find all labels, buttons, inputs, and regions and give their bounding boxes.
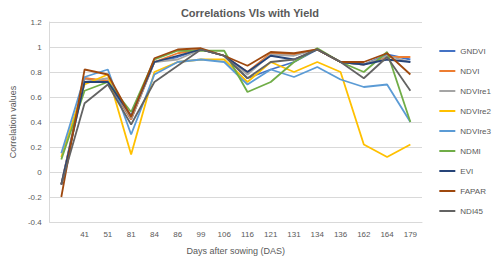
svg-text:0.4: 0.4 <box>31 118 43 127</box>
svg-text:84: 84 <box>150 230 159 239</box>
svg-text:Correlation values: Correlation values <box>8 85 18 158</box>
svg-text:NDVIre3: NDVIre3 <box>460 127 491 136</box>
svg-text:51: 51 <box>103 230 112 239</box>
svg-text:99: 99 <box>196 230 205 239</box>
svg-text:FAPAR: FAPAR <box>460 187 486 196</box>
svg-text:106: 106 <box>218 230 232 239</box>
svg-text:164: 164 <box>380 230 394 239</box>
svg-text:GNDVI: GNDVI <box>460 47 485 56</box>
svg-text:0: 0 <box>37 168 42 177</box>
svg-text:0.2: 0.2 <box>31 143 43 152</box>
svg-text:NDVI: NDVI <box>460 67 479 76</box>
svg-text:134: 134 <box>311 230 325 239</box>
svg-text:121: 121 <box>264 230 278 239</box>
svg-text:NDVIre1: NDVIre1 <box>460 87 491 96</box>
svg-text:86: 86 <box>173 230 182 239</box>
svg-text:179: 179 <box>404 230 418 239</box>
svg-text:0.8: 0.8 <box>31 68 43 77</box>
svg-text:1.2: 1.2 <box>31 18 43 27</box>
svg-text:Correlations VIs with Yield: Correlations VIs with Yield <box>181 7 319 19</box>
svg-text:-0.4: -0.4 <box>28 218 42 227</box>
svg-text:162: 162 <box>357 230 371 239</box>
svg-text:0.6: 0.6 <box>31 93 43 102</box>
svg-text:1: 1 <box>37 43 42 52</box>
svg-text:136: 136 <box>334 230 348 239</box>
svg-text:41: 41 <box>80 230 89 239</box>
svg-text:131: 131 <box>287 230 301 239</box>
svg-text:Days after sowing (DAS): Days after sowing (DAS) <box>187 246 286 256</box>
svg-text:-0.2: -0.2 <box>28 193 42 202</box>
svg-text:NDMI: NDMI <box>460 147 480 156</box>
svg-text:EVI: EVI <box>460 167 473 176</box>
svg-text:NDI45: NDI45 <box>460 207 483 216</box>
svg-text:NDVIre2: NDVIre2 <box>460 107 491 116</box>
svg-text:81: 81 <box>127 230 136 239</box>
svg-text:116: 116 <box>241 230 254 239</box>
